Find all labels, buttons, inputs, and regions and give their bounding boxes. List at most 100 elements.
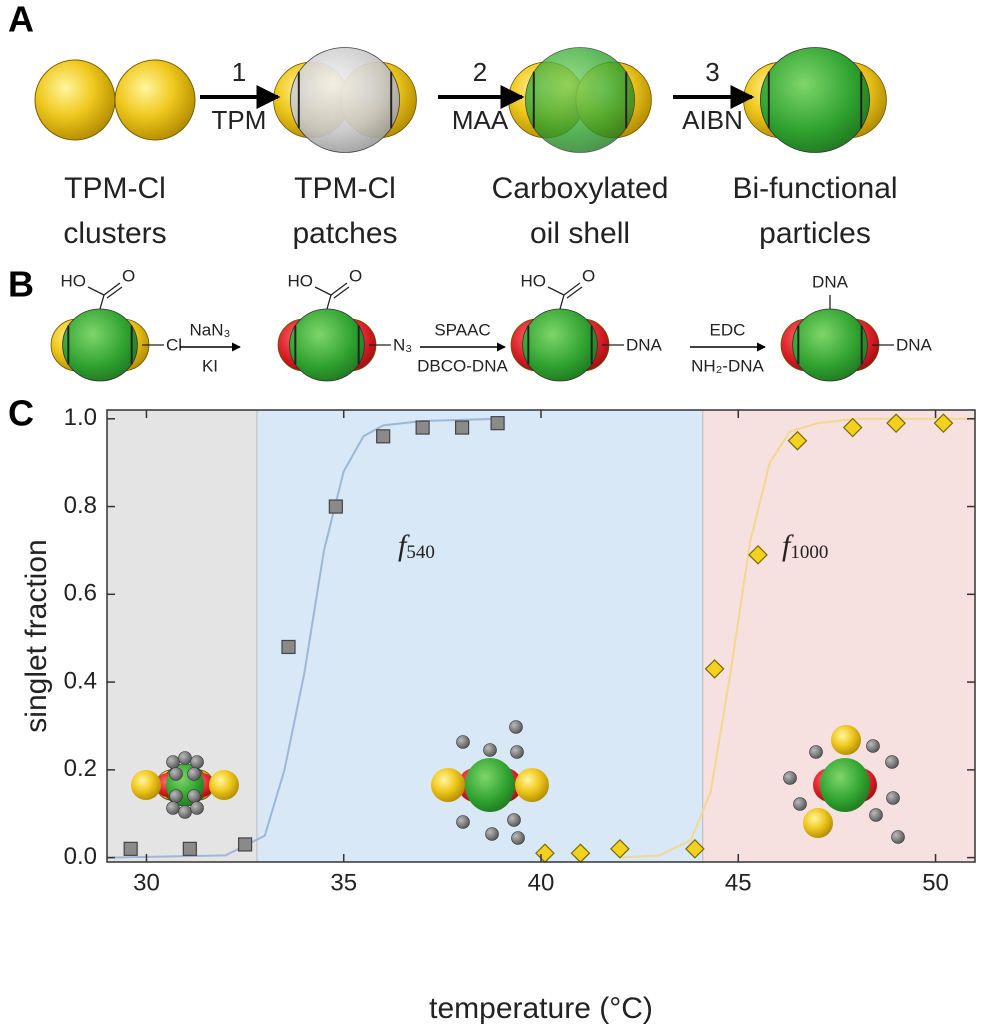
chem-label: HO xyxy=(288,271,314,290)
x-tick-label: 45 xyxy=(725,869,752,896)
bond xyxy=(87,282,123,310)
satellite xyxy=(891,830,905,844)
y-tick-label: 0.6 xyxy=(64,580,97,607)
step-number: 1 xyxy=(232,57,246,87)
chem-label: DNA xyxy=(812,272,849,291)
caption: oil shell xyxy=(530,217,630,250)
particle xyxy=(510,308,610,382)
sphere xyxy=(209,770,239,800)
particle-body xyxy=(62,308,138,382)
y-tick-label: 0.8 xyxy=(64,492,97,519)
caption: Bi-functional xyxy=(732,172,897,205)
particle-body xyxy=(525,47,636,153)
chem-label: EDC xyxy=(710,320,746,339)
fit-curve xyxy=(619,417,975,859)
y-tick-label: 1.0 xyxy=(64,404,97,431)
particle xyxy=(508,47,652,153)
sphere xyxy=(803,808,833,838)
chem-label: O xyxy=(122,266,135,285)
point xyxy=(237,837,253,852)
point xyxy=(886,413,906,434)
satellite xyxy=(809,745,823,759)
step-reagent: MAA xyxy=(452,105,509,135)
point xyxy=(748,544,768,565)
particle xyxy=(780,308,880,382)
point xyxy=(328,499,343,514)
satellite xyxy=(783,771,797,785)
satellite xyxy=(511,831,525,845)
particle-body xyxy=(792,308,868,382)
satellite xyxy=(483,743,497,757)
caption: Carboxylated xyxy=(492,172,669,205)
point xyxy=(787,430,808,451)
caption: patches xyxy=(292,217,397,250)
satellite xyxy=(456,735,470,749)
chem-label: SPAAC xyxy=(434,320,490,339)
step-reagent: TPM xyxy=(212,105,267,135)
particle-body xyxy=(820,758,870,812)
chem-label: DBCO-DNA xyxy=(417,356,508,375)
satellite xyxy=(509,720,523,734)
caption: TPM-Cl xyxy=(294,172,396,205)
sphere xyxy=(431,768,465,802)
point xyxy=(182,841,197,856)
particle-body xyxy=(289,308,365,382)
satellite xyxy=(869,808,883,822)
point xyxy=(376,429,391,444)
caption: TPM-Cl xyxy=(64,172,166,205)
step-number: 2 xyxy=(473,57,487,87)
chem-label: NH₂-DNA xyxy=(691,356,764,375)
point xyxy=(610,838,630,859)
point xyxy=(454,420,470,435)
satellite xyxy=(169,767,183,781)
satellite xyxy=(886,791,900,805)
caption: particles xyxy=(759,217,871,250)
particle-body xyxy=(760,47,871,153)
satellite xyxy=(166,801,180,815)
satellite xyxy=(866,739,880,753)
bond xyxy=(314,282,350,310)
satellite xyxy=(507,813,521,827)
particle-body xyxy=(465,758,515,812)
panel-label: B xyxy=(8,264,34,305)
satellite xyxy=(510,745,524,759)
x-tick-label: 40 xyxy=(528,869,555,896)
x-tick-label: 30 xyxy=(133,869,160,896)
satellite xyxy=(485,827,499,841)
particle-body xyxy=(522,308,598,382)
annotation-subscript: 540 xyxy=(406,542,435,563)
chem-label: O xyxy=(582,266,595,285)
chem-label: KI xyxy=(202,356,218,375)
x-tick-label: 50 xyxy=(922,869,949,896)
point xyxy=(842,417,863,438)
satellite xyxy=(187,789,201,803)
point xyxy=(933,413,954,434)
chem-label: O xyxy=(349,266,362,285)
chem-label: HO xyxy=(521,271,547,290)
chem-label: DNA xyxy=(896,335,933,354)
chem-label: NaN₃ xyxy=(190,320,231,339)
satellite xyxy=(178,805,192,819)
particle xyxy=(273,47,417,153)
chem-label: DNA xyxy=(626,335,663,354)
sphere xyxy=(831,725,861,755)
sphere xyxy=(131,770,161,800)
point xyxy=(490,416,505,431)
sphere xyxy=(114,59,196,141)
satellite xyxy=(187,767,201,781)
particle-body xyxy=(289,47,400,153)
y-axis-label: singlet fraction xyxy=(20,539,53,732)
satellite xyxy=(885,755,899,769)
y-tick-label: 0.0 xyxy=(64,843,97,870)
bond xyxy=(547,282,583,310)
particle xyxy=(50,308,150,382)
annotation-subscript: 1000 xyxy=(790,542,828,563)
x-tick-label: 35 xyxy=(330,869,357,896)
panel-label: C xyxy=(8,393,34,434)
step-number: 3 xyxy=(705,57,719,87)
satellite xyxy=(190,801,204,815)
chem-label: Cl xyxy=(166,335,182,354)
caption: clusters xyxy=(63,217,166,250)
satellite xyxy=(166,755,180,769)
